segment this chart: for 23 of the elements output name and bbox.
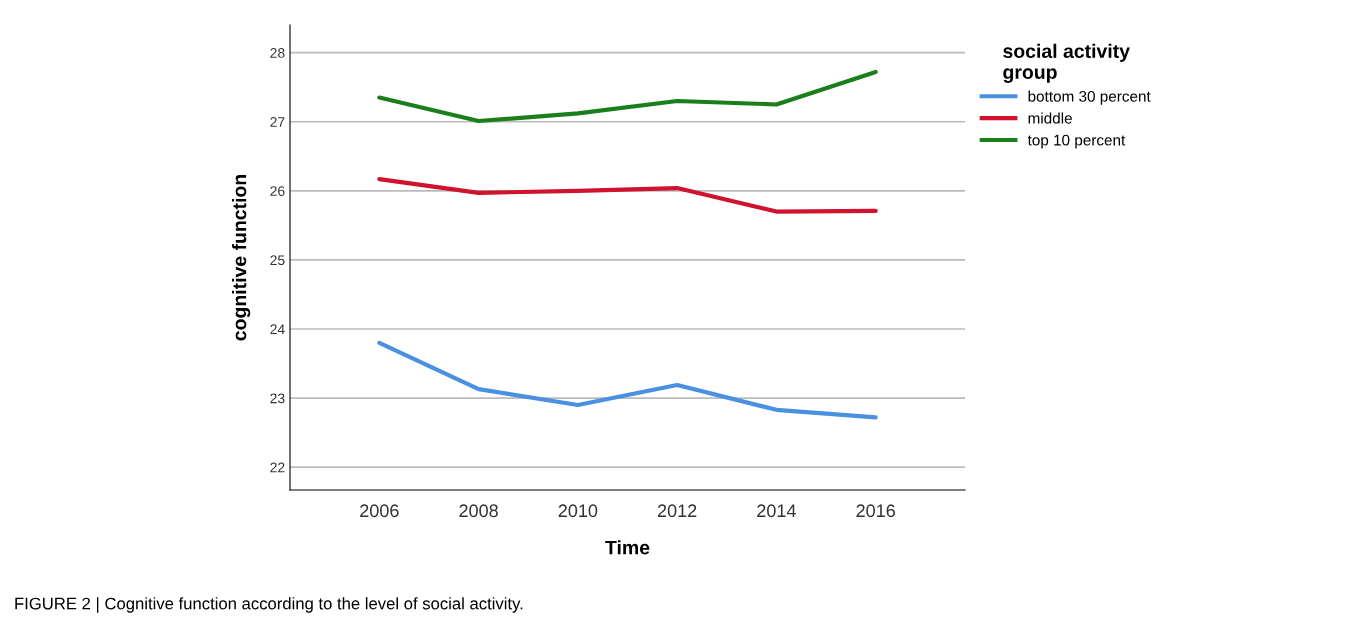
y-tick-label: 23 bbox=[270, 393, 285, 404]
y-tick-label: 27 bbox=[270, 117, 285, 127]
legend-label: top 10 percent bbox=[1027, 134, 1126, 149]
legend-label: bottom 30 percent bbox=[1028, 90, 1151, 105]
x-tick-label: 2006 bbox=[360, 504, 399, 518]
x-tick-label: 2014 bbox=[757, 504, 796, 518]
y-tick-label: 28 bbox=[270, 47, 285, 58]
y-tick-label: 22 bbox=[270, 462, 285, 473]
y-axis-title: cognitive function bbox=[232, 174, 251, 341]
line-series bbox=[377, 340, 878, 420]
x-tick-label: 2012 bbox=[657, 504, 697, 518]
line-series bbox=[377, 69, 878, 124]
y-tick-label: 26 bbox=[270, 186, 285, 196]
legend-label: middle bbox=[1028, 112, 1072, 124]
caption: FIGURE 2 | Cognitive function according to the level of social activity. bbox=[15, 597, 523, 613]
x-tick-label: 2008 bbox=[459, 504, 498, 518]
line-series bbox=[377, 176, 878, 214]
x-tick-label: 2016 bbox=[856, 504, 895, 518]
x-axis-title: Time bbox=[605, 540, 650, 555]
y-tick-label: 24 bbox=[270, 324, 285, 335]
y-tick-label: 25 bbox=[270, 255, 285, 266]
x-tick-label: 2010 bbox=[558, 504, 598, 518]
legend-title: social activity group bbox=[1003, 43, 1130, 83]
